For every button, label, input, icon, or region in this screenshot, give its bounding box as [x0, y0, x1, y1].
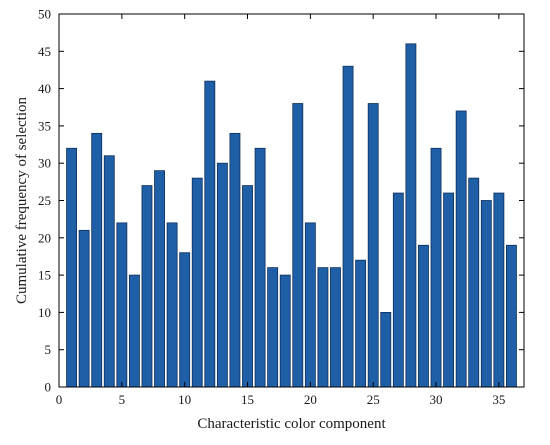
y-tick-label: 50 — [38, 7, 51, 22]
x-tick-label: 25 — [367, 392, 380, 407]
bar-32 — [455, 110, 467, 388]
bar-25 — [367, 103, 379, 388]
x-tick-label: 30 — [430, 392, 443, 407]
y-tick-label: 15 — [38, 268, 51, 283]
bar-12 — [204, 80, 216, 388]
bar-24 — [355, 259, 367, 388]
y-tick-label: 30 — [38, 156, 51, 171]
bar-26 — [380, 311, 392, 388]
bar-35 — [493, 192, 505, 388]
bar-34 — [480, 200, 492, 388]
bar-36 — [506, 244, 517, 388]
bar-9 — [166, 222, 178, 388]
y-tick-label: 0 — [45, 380, 52, 395]
bar-29 — [418, 244, 429, 388]
x-tick-label: 35 — [492, 392, 505, 407]
y-ticks-group: 0 5 10 15 20 25 30 35 40 45 50 — [38, 7, 524, 395]
bar-11 — [191, 177, 203, 388]
bar-19 — [292, 103, 304, 388]
x-tick-label: 0 — [56, 392, 63, 407]
bar-23 — [342, 65, 354, 388]
plot-frame — [58, 13, 525, 388]
y-tick-label: 25 — [38, 193, 51, 208]
bar-2 — [78, 229, 90, 388]
y-tick-label: 5 — [45, 342, 52, 357]
y-axis-title: Cumulative frequency of selection — [14, 96, 30, 304]
bar-21 — [317, 267, 329, 388]
y-tick-label: 40 — [38, 81, 51, 96]
bar-28 — [405, 43, 417, 388]
x-ticks-group: 0 5 10 15 20 25 30 35 — [56, 14, 505, 407]
bar-17 — [267, 267, 279, 388]
bar-8 — [154, 170, 165, 388]
x-axis-title: Characteristic color component — [197, 416, 386, 432]
bar-20 — [304, 222, 316, 388]
bar-33 — [468, 177, 480, 388]
bar-4 — [103, 155, 115, 388]
bar-16 — [254, 147, 266, 388]
bar-15 — [242, 185, 253, 388]
x-tick-label: 20 — [304, 392, 317, 407]
bar-10 — [179, 252, 191, 388]
bar-1 — [66, 147, 77, 388]
bar-13 — [216, 162, 228, 388]
bar-31 — [443, 192, 455, 388]
bar-5 — [116, 222, 128, 388]
bar-7 — [141, 185, 153, 388]
x-tick-label: 10 — [178, 392, 191, 407]
bar-14 — [229, 132, 241, 388]
bar-6 — [128, 274, 140, 388]
bar-18 — [279, 274, 291, 388]
bar-22 — [330, 267, 341, 388]
y-tick-label: 35 — [38, 118, 51, 133]
y-tick-label: 45 — [38, 44, 51, 59]
x-tick-label: 15 — [241, 392, 254, 407]
y-tick-label: 10 — [38, 305, 51, 320]
bar-3 — [91, 132, 103, 388]
bar-30 — [430, 147, 442, 388]
bars-group — [66, 43, 517, 388]
bar-27 — [392, 192, 404, 388]
y-tick-label: 20 — [38, 230, 51, 245]
x-tick-label: 5 — [119, 392, 126, 407]
